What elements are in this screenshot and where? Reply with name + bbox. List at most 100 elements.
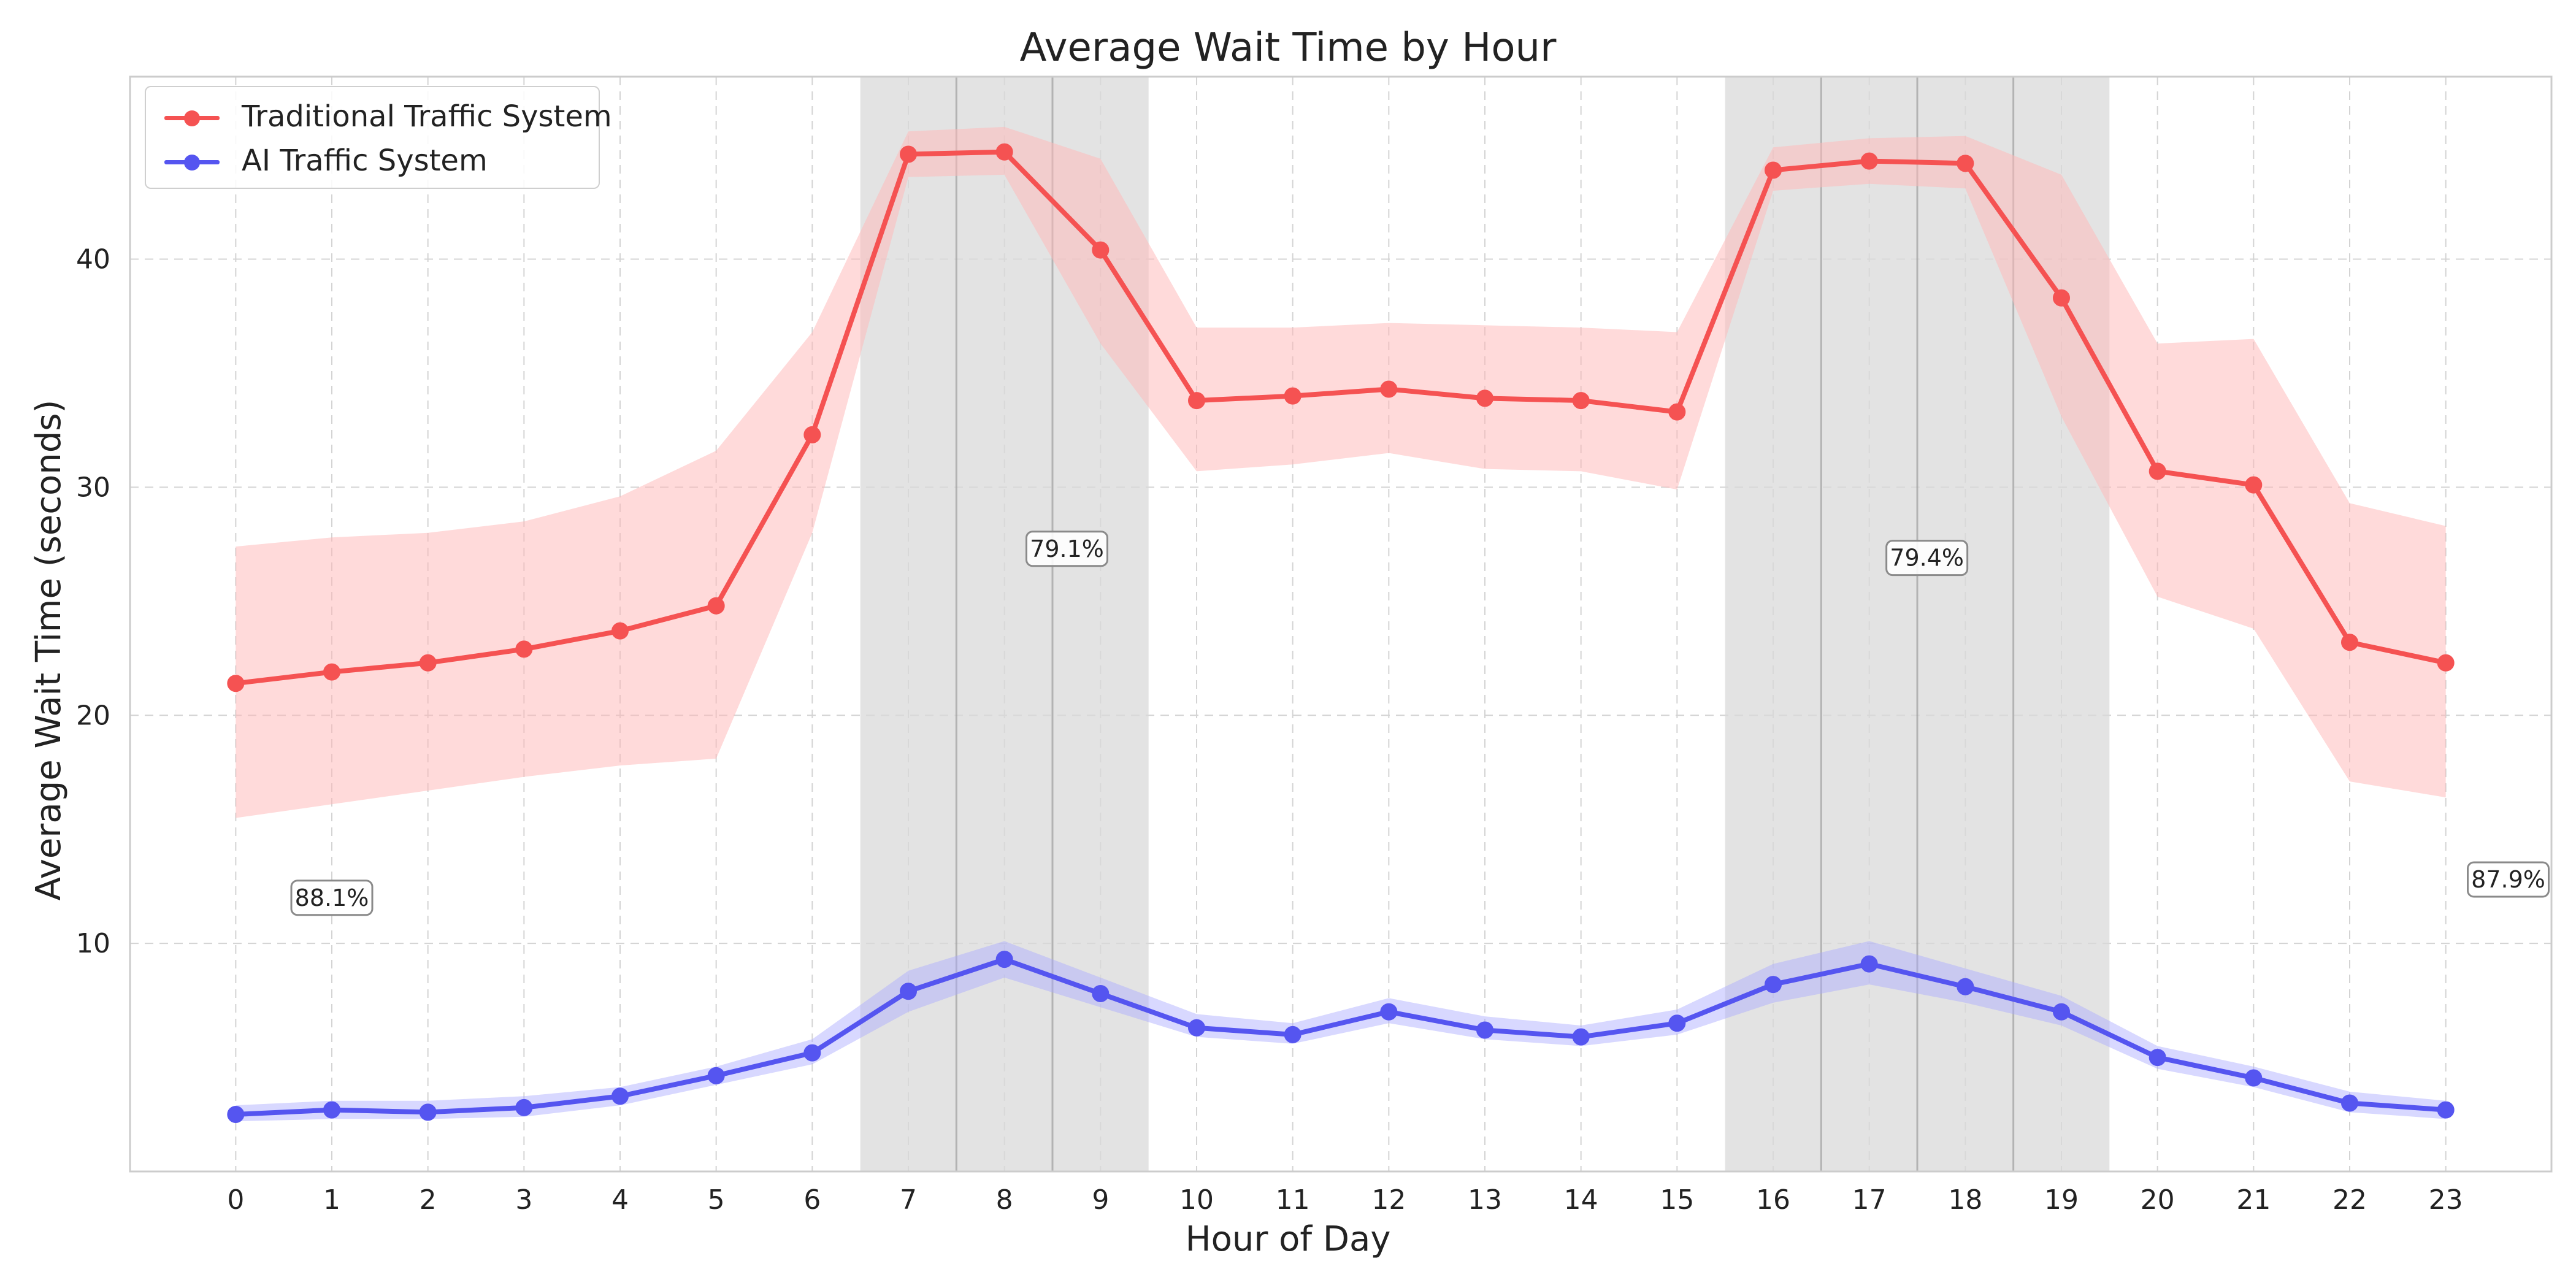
x-tick-label: 10 [1179, 1184, 1214, 1216]
x-tick-label: 15 [1660, 1184, 1694, 1216]
x-tick-label: 0 [227, 1184, 244, 1216]
traditional-data-point [1092, 241, 1110, 259]
traditional-data-point [1765, 161, 1782, 179]
ai-data-point [1668, 1014, 1686, 1032]
x-tick-label: 22 [2333, 1184, 2367, 1216]
ai-data-point [419, 1103, 437, 1121]
legend-dot-traditional [184, 110, 200, 126]
ai-data-point [515, 1098, 533, 1116]
x-tick-label: 13 [1468, 1184, 1502, 1216]
x-tick-label: 21 [2236, 1184, 2271, 1216]
x-axis-label: Hour of Day [1185, 1219, 1391, 1259]
traditional-series-line [233, 149, 2448, 686]
ai-data-point [995, 951, 1013, 968]
ai-data-point [1572, 1028, 1590, 1046]
y-axis-label: Average Wait Time (seconds) [29, 399, 69, 901]
legend-item-ai: AI Traffic System [158, 144, 594, 178]
ai-data-point [1092, 984, 1110, 1002]
traditional-data-point [1188, 392, 1205, 410]
traditional-data-point [1860, 152, 1878, 170]
x-tick-label: 9 [1092, 1184, 1109, 1216]
annotation-box [1885, 540, 1969, 577]
traditional-data-point [803, 426, 821, 443]
x-tick-label: 2 [420, 1184, 437, 1216]
x-tick-label: 23 [2429, 1184, 2463, 1216]
traditional-data-point [900, 145, 917, 163]
ai-data-point [611, 1087, 629, 1105]
legend-item-traditional: Traditional Traffic System [158, 99, 612, 134]
ai-data-point [803, 1044, 821, 1062]
x-tick-label: 1 [323, 1184, 340, 1216]
series-layer [233, 149, 2448, 1117]
y-tick-label: 20 [76, 700, 110, 731]
ai-data-point [1476, 1021, 1493, 1039]
ai-data-point [2149, 1049, 2166, 1067]
ai-data-point [2245, 1069, 2263, 1087]
x-tick-label: 19 [2044, 1184, 2079, 1216]
traditional-data-point [1668, 403, 1686, 421]
x-tick-label: 5 [708, 1184, 725, 1216]
legend-label-ai: AI Traffic System [242, 144, 488, 178]
x-tick-label: 6 [803, 1184, 821, 1216]
ai-data-point [323, 1101, 340, 1119]
points-layer [227, 143, 2455, 1124]
annotation-layer: 88.1% 79.1% 79.4% 87.9% [290, 531, 2550, 916]
legend-dot-ai [184, 155, 200, 171]
x-tick-label: 4 [611, 1184, 629, 1216]
traditional-data-point [1476, 389, 1493, 407]
band-layer [236, 126, 2446, 1122]
traditional-data-point [1284, 387, 1301, 405]
traditional-data-point [995, 143, 1013, 161]
annotation-label: 87.9% [2471, 866, 2545, 893]
x-tick-label: 3 [515, 1184, 532, 1216]
traditional-data-point [611, 622, 629, 640]
x-tick-label: 17 [1852, 1184, 1887, 1216]
y-tick-label: 40 [76, 244, 110, 275]
traditional-data-point [2341, 634, 2358, 651]
x-tick-label: 20 [2141, 1184, 2175, 1216]
traditional-data-point [1380, 380, 1398, 398]
x-tick-label: 11 [1276, 1184, 1310, 1216]
annotation-box [2467, 861, 2550, 898]
ai-confidence-band [236, 941, 2446, 1122]
traditional-data-point [227, 675, 245, 692]
ai-data-point [1860, 955, 1878, 973]
plot-frame [129, 75, 2553, 1173]
x-tick-label: 8 [996, 1184, 1013, 1216]
ai-data-point [2341, 1094, 2358, 1112]
ai-data-point [1188, 1019, 1205, 1037]
annotation-box [290, 880, 374, 916]
axis-layer: 0 1 2 3 4 5 6 7 8 9 10 11 12 13 14 15 16 17 18 19 20 21 22 2310… [76, 75, 2553, 1216]
x-tick-label: 7 [900, 1184, 917, 1216]
ai-data-point [1284, 1025, 1301, 1043]
traditional-data-point [1572, 392, 1590, 410]
x-tick-label: 14 [1564, 1184, 1598, 1216]
traditional-data-point [419, 654, 437, 672]
traditional-data-point [2149, 462, 2166, 480]
traditional-data-point [2437, 654, 2455, 672]
traditional-confidence-band [236, 126, 2446, 818]
traditional-data-point [515, 640, 533, 658]
legend-box: Traditional Traffic System AI Traffic Sy… [145, 86, 612, 189]
annotation-box [1025, 531, 1108, 567]
ai-data-point [707, 1067, 725, 1084]
annotation-label: 79.4% [1890, 545, 1964, 572]
traditional-data-point [2245, 476, 2263, 494]
ai-data-point [227, 1106, 245, 1124]
traditional-data-point [707, 597, 725, 615]
annotation-label: 88.1% [295, 884, 369, 911]
x-tick-label: 12 [1371, 1184, 1406, 1216]
ai-series-line [233, 957, 2448, 1117]
legend-label-traditional: Traditional Traffic System [242, 99, 612, 134]
chart-title: Average Wait Time by Hour [1019, 25, 1557, 71]
ai-data-point [1957, 978, 1974, 995]
ai-data-point [2437, 1101, 2455, 1119]
ai-data-point [900, 983, 917, 1000]
y-tick-label: 30 [76, 472, 110, 503]
traditional-data-point [1957, 155, 1974, 172]
ai-data-point [1765, 976, 1782, 994]
traditional-data-point [323, 663, 340, 681]
traditional-data-point [2053, 289, 2070, 307]
